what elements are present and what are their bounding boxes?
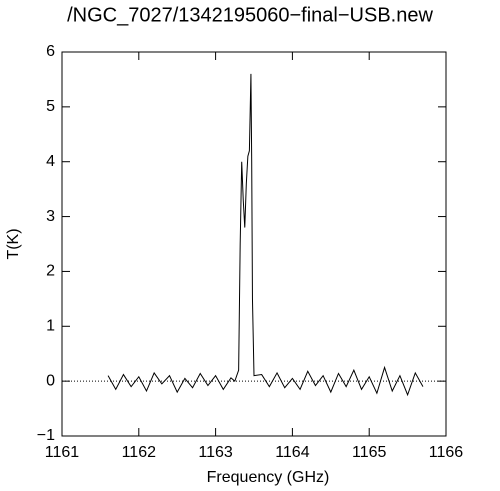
x-tick-label: 1165 [352,444,387,461]
y-tick-label: 3 [46,208,55,225]
y-axis-label: T(K) [5,228,22,259]
y-tick-label: 1 [46,318,55,335]
x-tick-label: 1163 [198,444,233,461]
x-axis-label: Frequency (GHz) [207,469,330,486]
chart-title: /NGC_7027/1342195060−final−USB.new [67,4,433,26]
y-tick-label: 5 [46,98,55,115]
y-tick-label: 6 [46,43,55,60]
y-tick-label: 2 [46,263,55,280]
y-tick-label: −1 [37,427,55,444]
x-tick-label: 1164 [275,444,310,461]
spectrum-line [107,73,424,397]
x-tick-label: 1162 [122,444,157,461]
y-tick-label: 4 [46,153,55,170]
y-tick-label: 0 [46,372,55,389]
x-tick-label: 1166 [429,444,464,461]
x-tick-label: 1161 [45,444,80,461]
plot-frame [61,51,447,437]
